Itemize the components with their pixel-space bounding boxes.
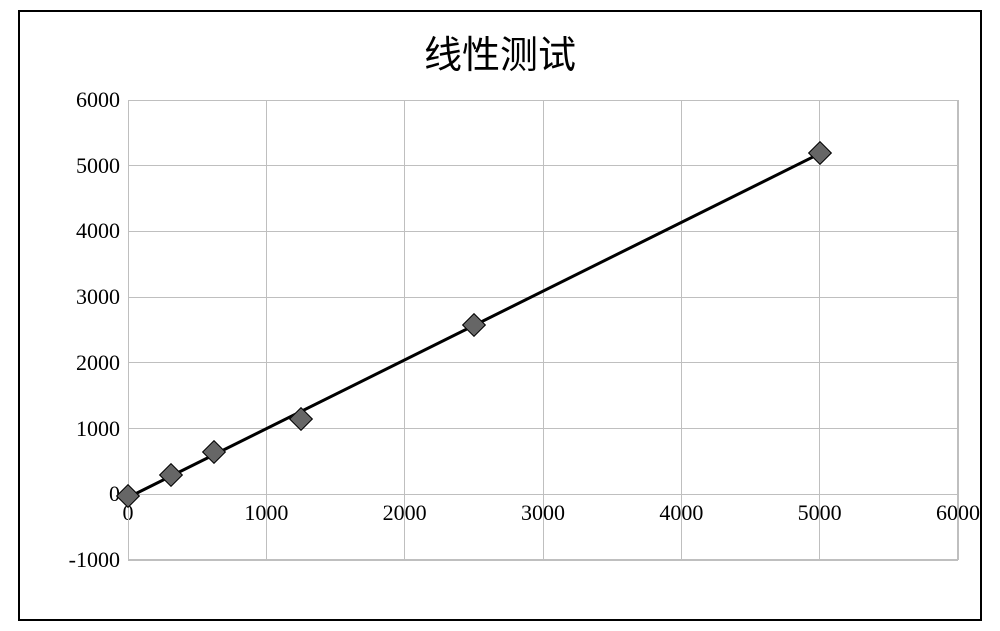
gridline-vertical xyxy=(681,100,682,560)
plot-area: -100001000200030004000500060000100020003… xyxy=(128,100,958,560)
x-tick-label: 4000 xyxy=(659,494,703,526)
plot-border xyxy=(957,100,958,560)
x-tick-label: 3000 xyxy=(521,494,565,526)
gridline-vertical xyxy=(404,100,405,560)
y-tick-label: 2000 xyxy=(76,350,128,376)
gridline-vertical xyxy=(543,100,544,560)
plot-border xyxy=(128,559,958,560)
plot-border xyxy=(128,100,958,101)
y-tick-label: 1000 xyxy=(76,416,128,442)
y-tick-label: 6000 xyxy=(76,87,128,113)
chart-container: 线性测试 -1000010002000300040005000600001000… xyxy=(18,10,982,621)
gridline-vertical xyxy=(819,100,820,560)
x-tick-label: 2000 xyxy=(383,494,427,526)
data-marker xyxy=(808,141,832,165)
y-tick-label: 5000 xyxy=(76,153,128,179)
data-marker xyxy=(159,463,183,487)
y-tick-label: -1000 xyxy=(69,547,128,573)
x-tick-label: 5000 xyxy=(798,494,842,526)
y-tick-label: 3000 xyxy=(76,284,128,310)
gridline-vertical xyxy=(266,100,267,560)
x-tick-label: 1000 xyxy=(244,494,288,526)
chart-title: 线性测试 xyxy=(20,24,980,79)
y-tick-label: 4000 xyxy=(76,218,128,244)
x-tick-label: 6000 xyxy=(936,494,980,526)
data-marker xyxy=(462,313,486,337)
